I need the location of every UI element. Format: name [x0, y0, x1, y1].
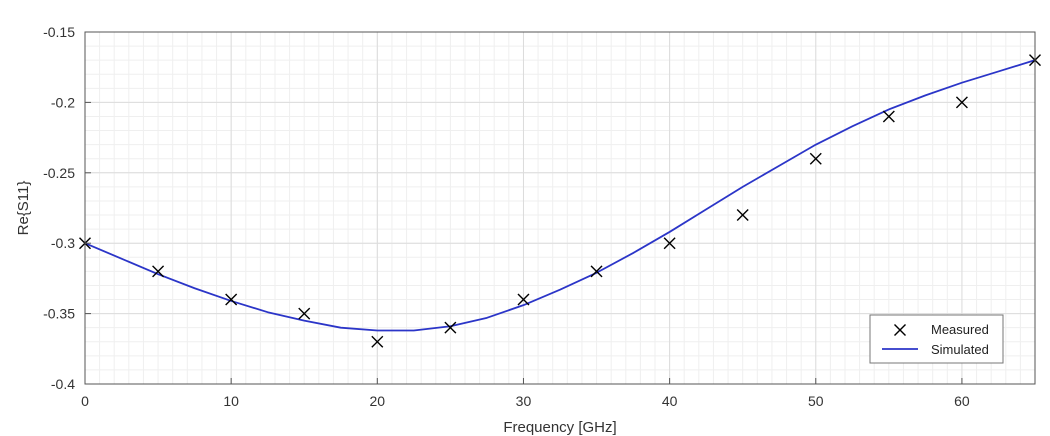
- simulated-series-line: [84, 59, 1036, 332]
- y-tick-label: -0.4: [51, 376, 75, 392]
- measured-point: [225, 293, 238, 306]
- x-tick-label: 40: [662, 393, 678, 409]
- measured-point-stroke-2: [736, 209, 749, 222]
- legend-box: [869, 314, 1004, 364]
- legend: Measured Simulated: [869, 314, 1004, 364]
- y-axis-label: Re{S11}: [15, 181, 32, 236]
- measured-point-stroke-2: [225, 293, 238, 306]
- measured-point: [152, 265, 165, 278]
- axes-layer: 0 10 20 30 40 50 60 -0.4 -0.35 -0.3 -0.25 -0.2 -0.15: [43, 24, 1036, 409]
- measured-point: [298, 307, 311, 320]
- x-tick-label: 50: [808, 393, 824, 409]
- measured-point: [882, 110, 895, 123]
- measured-point: [371, 335, 384, 348]
- measured-point: [663, 237, 676, 250]
- measured-point-stroke-2: [444, 321, 457, 334]
- y-tick-label: -0.35: [43, 306, 75, 322]
- measured-point-stroke-2: [809, 152, 822, 165]
- measured-point-stroke-2: [152, 265, 165, 278]
- measured-point: [809, 152, 822, 165]
- grid-layer: [84, 31, 1036, 385]
- y-tick-label: -0.15: [43, 24, 75, 40]
- y-tick-label: -0.2: [51, 94, 75, 110]
- measured-point-stroke-2: [590, 265, 603, 278]
- x-tick-label: 20: [370, 393, 386, 409]
- plot-frame: [84, 31, 1036, 385]
- measured-point-stroke-2: [298, 307, 311, 320]
- legend-measured-marker-stroke-2: [894, 324, 906, 336]
- y-tick-label: -0.3: [51, 235, 75, 251]
- x-tick-label: 30: [516, 393, 532, 409]
- measured-point: [517, 293, 530, 306]
- x-tick-label: 0: [81, 393, 89, 409]
- measured-point: [736, 209, 749, 222]
- measured-point-stroke-2: [955, 96, 968, 109]
- measured-point-stroke-2: [882, 110, 895, 123]
- legend-simulated-label: Simulated: [931, 342, 989, 357]
- measured-point-stroke-2: [517, 293, 530, 306]
- x-tick-label: 60: [954, 393, 970, 409]
- measured-point-stroke-2: [371, 335, 384, 348]
- legend-measured-label: Measured: [931, 322, 989, 337]
- measured-point: [444, 321, 457, 334]
- x-tick-label: 10: [223, 393, 239, 409]
- measured-point: [590, 265, 603, 278]
- measured-point-stroke-2: [663, 237, 676, 250]
- x-axis-label: Frequency [GHz]: [503, 419, 616, 436]
- legend-measured-marker: [894, 324, 906, 336]
- y-tick-label: -0.25: [43, 165, 75, 181]
- measured-point: [955, 96, 968, 109]
